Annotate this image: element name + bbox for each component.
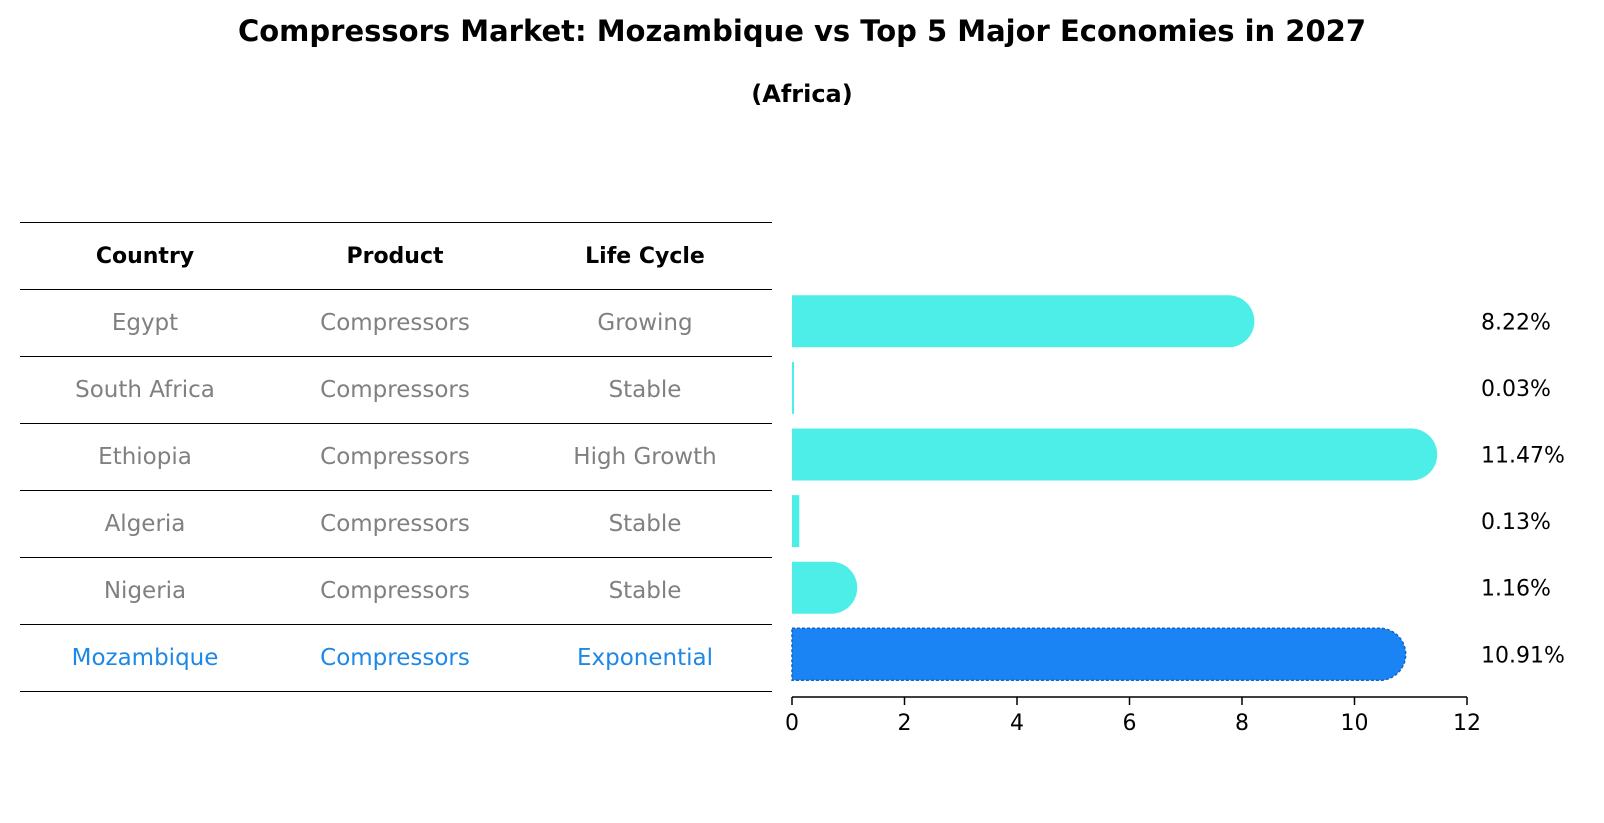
header-country: Country — [95, 243, 195, 269]
x-tick-label: 4 — [1010, 711, 1024, 736]
life-cycle-cell: Growing — [597, 310, 693, 336]
x-tick-label: 2 — [898, 711, 912, 736]
table-row: South Africa Compressors Stable — [20, 356, 772, 423]
table-row: Egypt Compressors Growing — [20, 289, 772, 356]
product-cell: Compressors — [320, 511, 470, 537]
header-product: Product — [346, 243, 444, 269]
chart-subtitle: (Africa) — [751, 80, 853, 108]
country-cell: Mozambique — [71, 645, 219, 671]
x-tick-label: 12 — [1453, 711, 1481, 736]
bar — [792, 428, 1438, 481]
life-cycle-cell: Stable — [608, 511, 682, 537]
product-cell: Compressors — [320, 444, 470, 470]
life-cycle-cell: Exponential — [576, 645, 713, 671]
table-row: Ethiopia Compressors High Growth — [20, 423, 772, 490]
country-cell: Egypt — [111, 310, 179, 336]
product-cell: Compressors — [320, 310, 470, 336]
bar — [792, 495, 800, 548]
header-life-cycle: Life Cycle — [585, 243, 705, 269]
chart-title: Compressors Market: Mozambique vs Top 5 … — [237, 14, 1367, 48]
bar — [792, 295, 1255, 348]
data-label: 1.16% — [1481, 577, 1551, 602]
life-cycle-cell: Stable — [608, 377, 682, 403]
bar — [792, 361, 794, 414]
life-cycle-cell: High Growth — [573, 444, 717, 470]
x-tick-label: 6 — [1123, 711, 1137, 736]
x-tick-label: 10 — [1341, 711, 1369, 736]
x-tick-label: 0 — [785, 711, 799, 736]
data-label: 10.91% — [1481, 643, 1565, 668]
country-cell: Algeria — [104, 511, 186, 537]
country-table: Country Product Life Cycle Egypt Compres… — [20, 222, 772, 692]
product-cell: Compressors — [320, 645, 470, 671]
data-label: 0.03% — [1481, 377, 1551, 402]
country-cell: Ethiopia — [98, 444, 192, 470]
product-cell: Compressors — [320, 578, 470, 604]
table-row-highlight: Mozambique Compressors Exponential — [20, 624, 772, 692]
country-cell: South Africa — [75, 377, 215, 403]
country-cell: Nigeria — [103, 578, 187, 604]
data-label: 11.47% — [1481, 444, 1565, 469]
life-cycle-cell: Stable — [608, 578, 682, 604]
product-cell: Compressors — [320, 377, 470, 403]
x-tick-label: 8 — [1235, 711, 1249, 736]
data-label: 8.22% — [1481, 310, 1551, 335]
data-label: 0.13% — [1481, 510, 1551, 535]
bar — [792, 561, 858, 614]
table-row: Nigeria Compressors Stable — [20, 557, 772, 624]
bar-highlight — [791, 627, 1407, 682]
table-header-row: Country Product Life Cycle — [20, 222, 772, 289]
table-row: Algeria Compressors Stable — [20, 490, 772, 557]
